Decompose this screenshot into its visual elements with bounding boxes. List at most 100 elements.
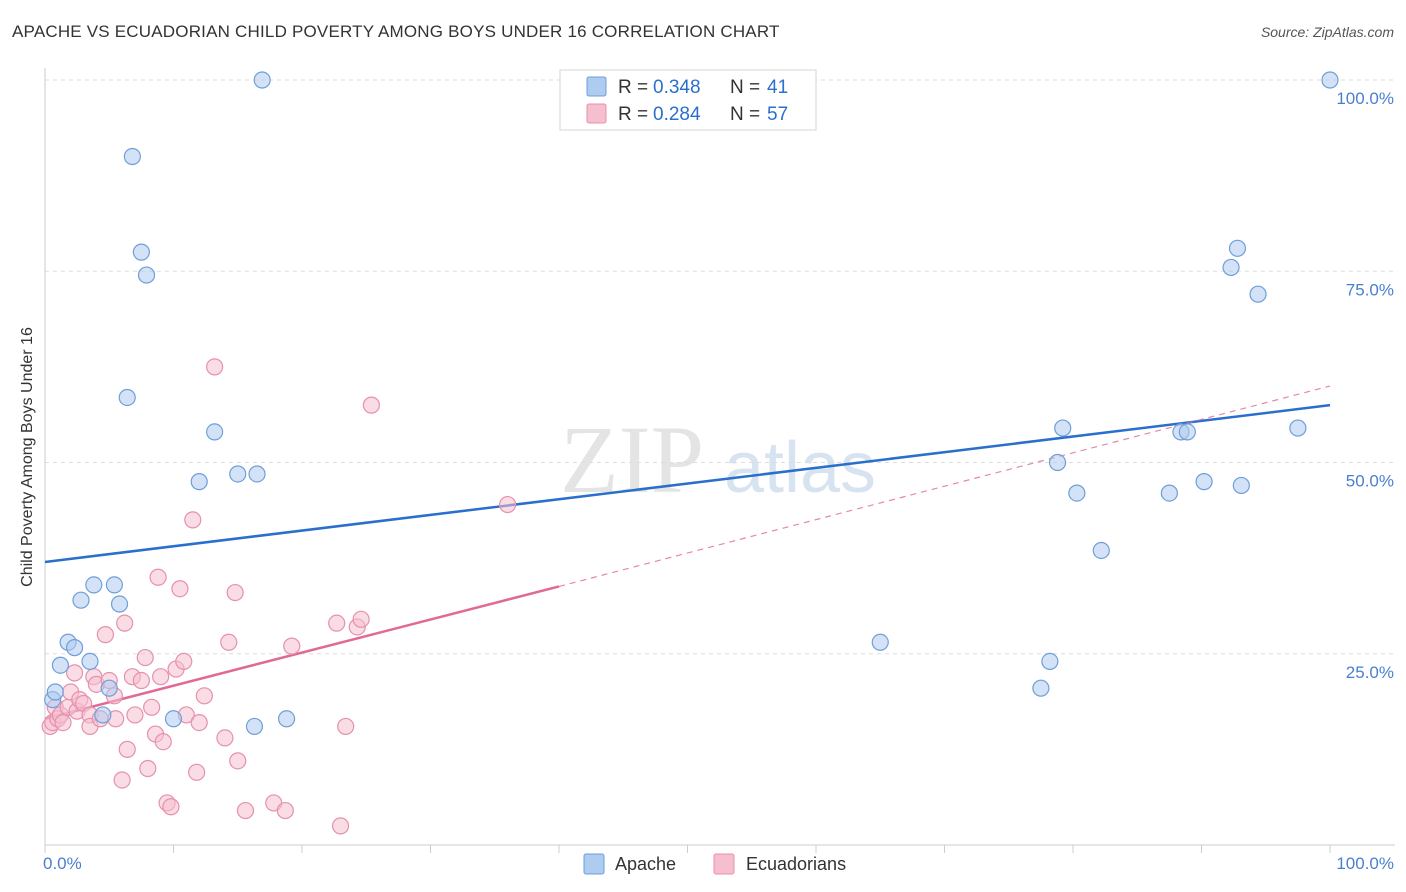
point-apache	[1160, 484, 1178, 502]
series-legend-label-apache: Apache	[615, 854, 676, 874]
trend-line-ecuadorians	[44, 585, 560, 720]
point-apache	[94, 706, 112, 724]
point-ecuadorians	[184, 511, 202, 529]
point-apache	[85, 576, 103, 594]
point-ecuadorians	[54, 713, 72, 732]
point-apache	[1054, 419, 1072, 437]
data-points	[41, 71, 1339, 835]
legend-swatch-ecuadorians	[586, 103, 607, 124]
point-apache	[72, 591, 90, 609]
point-apache	[1048, 453, 1067, 472]
point-ecuadorians	[283, 637, 301, 655]
series-legend-swatch-apache	[583, 853, 605, 875]
series-legend-swatch-ecuadorians	[713, 853, 735, 875]
legend-n-value-ecuadorians: 57	[767, 104, 788, 125]
point-apache	[110, 595, 129, 613]
point-apache	[46, 683, 64, 701]
point-apache	[245, 717, 264, 736]
point-ecuadorians	[220, 633, 238, 651]
point-ecuadorians	[171, 580, 189, 598]
grid-lines	[45, 79, 1395, 655]
point-ecuadorians	[149, 568, 167, 586]
watermark-atlas: atlas	[724, 428, 876, 508]
point-apache	[229, 465, 247, 483]
point-apache	[1041, 652, 1059, 671]
y-tick-label-100: 100.0%	[1336, 89, 1394, 108]
series-legend: Apache Ecuadorians	[583, 853, 846, 875]
point-ecuadorians	[337, 717, 355, 736]
point-ecuadorians	[136, 648, 154, 667]
stats-legend: R = 0.348 N = 41 R = 0.284 N = 57	[559, 69, 817, 131]
point-apache	[105, 576, 123, 594]
point-apache	[118, 388, 136, 407]
point-ecuadorians	[276, 801, 294, 820]
trend-line-apache	[44, 403, 1331, 564]
point-apache	[277, 710, 296, 728]
point-ecuadorians	[216, 729, 234, 747]
series-legend-label-ecuadorians: Ecuadorians	[746, 854, 846, 874]
point-apache	[1249, 285, 1267, 303]
point-apache	[1289, 419, 1307, 437]
point-ecuadorians	[229, 752, 247, 770]
point-ecuadorians	[190, 713, 208, 732]
point-ecuadorians	[65, 664, 84, 682]
point-ecuadorians	[139, 759, 157, 778]
point-apache	[253, 71, 271, 89]
legend-r-value-apache: 0.348	[653, 77, 701, 98]
point-ecuadorians	[132, 671, 150, 690]
y-tick-label-75: 75.0%	[1346, 280, 1394, 299]
point-apache	[206, 423, 224, 441]
point-ecuadorians	[188, 763, 206, 781]
point-ecuadorians	[362, 396, 380, 414]
point-apache	[190, 473, 208, 491]
point-ecuadorians	[352, 610, 370, 628]
point-ecuadorians	[96, 626, 114, 644]
point-apache	[123, 147, 141, 166]
source-credit: Source: ZipAtlas.com	[1260, 24, 1394, 40]
legend-swatch-apache	[586, 76, 607, 97]
trend-lines	[44, 385, 1331, 720]
point-apache	[1195, 473, 1213, 491]
point-apache	[132, 243, 150, 261]
tick-labels: 25.0% 50.0% 75.0% 100.0% 0.0% 100.0%	[43, 89, 1394, 873]
point-ecuadorians	[162, 798, 180, 816]
point-apache	[1092, 541, 1110, 560]
point-ecuadorians	[226, 583, 244, 602]
legend-r-label-apache: R =	[618, 77, 648, 98]
point-ecuadorians	[236, 801, 255, 820]
y-tick-label-25: 25.0%	[1346, 663, 1394, 682]
point-ecuadorians	[175, 652, 193, 671]
point-apache	[248, 465, 266, 483]
point-apache	[1228, 239, 1247, 257]
point-ecuadorians	[143, 698, 161, 716]
point-apache	[137, 266, 156, 284]
legend-n-label-apache: N =	[730, 77, 760, 98]
legend-r-label-ecuadorians: R =	[618, 104, 648, 125]
point-ecuadorians	[499, 495, 517, 514]
point-ecuadorians	[118, 740, 136, 758]
point-apache	[1321, 71, 1339, 89]
watermark: ZIP atlas	[560, 406, 876, 513]
point-apache	[1068, 484, 1086, 502]
legend-n-value-apache: 41	[767, 77, 788, 98]
chart-title: APACHE VS ECUADORIAN CHILD POVERTY AMONG…	[12, 22, 780, 41]
point-apache	[100, 679, 118, 697]
point-apache	[1222, 258, 1240, 277]
x-tick-label-start: 0.0%	[43, 854, 82, 873]
point-apache	[65, 639, 84, 657]
point-apache	[164, 710, 183, 728]
trend-extension-ecuadorians	[558, 385, 1331, 588]
point-ecuadorians	[195, 687, 213, 705]
point-ecuadorians	[152, 668, 170, 686]
point-ecuadorians	[126, 706, 144, 724]
point-ecuadorians	[206, 358, 224, 376]
point-ecuadorians	[116, 614, 134, 632]
point-apache	[1232, 476, 1250, 495]
point-ecuadorians	[113, 771, 131, 789]
point-ecuadorians	[328, 614, 346, 632]
legend-n-label-ecuadorians: N =	[730, 104, 760, 125]
point-ecuadorians	[154, 733, 172, 751]
x-tick-label-end: 100.0%	[1336, 854, 1394, 873]
point-apache	[1178, 423, 1196, 441]
